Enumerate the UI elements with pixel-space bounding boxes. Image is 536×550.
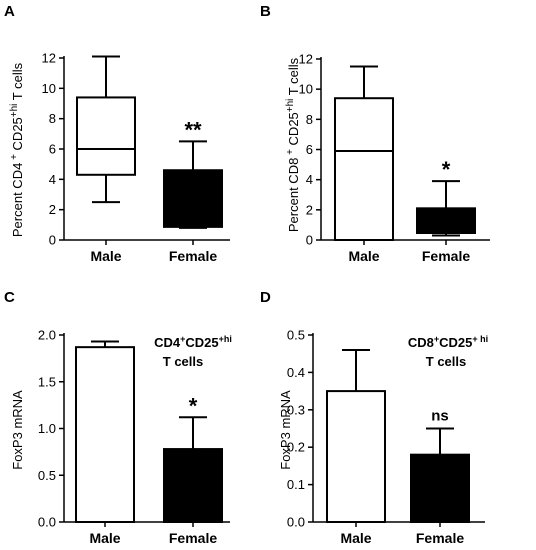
y-tick-label: 0.0 (287, 515, 305, 530)
panel-label: D (260, 289, 271, 306)
bar (410, 453, 470, 523)
y-tick-label: 8 (49, 111, 56, 126)
x-tick-label: Male (348, 248, 379, 264)
panel-d: D 0.0 0.1 0.2 0.3 0.4 0.5 Male Female FoxP3 mRNA C… (260, 289, 488, 546)
y-tick-label: 0.2 (287, 440, 305, 455)
y-tick-label: 12 (299, 52, 313, 67)
y-axis-label: FoxP3 mRNA (278, 390, 293, 470)
panel-b: B 0 2 4 6 8 10 12 Male Female Percent CD8 + CD25+h… (260, 3, 490, 264)
y-tick-label: 10 (42, 81, 56, 96)
x-tick-label: Female (422, 248, 470, 264)
y-tick-label: 4 (49, 172, 56, 187)
significance-marker: ns (431, 408, 449, 425)
y-tick-label: 0 (49, 233, 56, 248)
y-tick-label: 2 (306, 202, 313, 217)
y-axis-label: Percent CD4 + CD25+hi T cells (9, 62, 25, 237)
annotation-line2: T cells (426, 354, 466, 369)
bar (326, 390, 386, 523)
x-tick-label: Male (90, 248, 121, 264)
box-iqr (334, 97, 394, 242)
x-tick-label: Male (89, 530, 120, 546)
y-tick-label: 1.5 (38, 374, 56, 389)
bar (163, 448, 223, 524)
y-tick-label: 0.3 (287, 402, 305, 417)
box-female (163, 140, 223, 229)
y-tick-label: 2 (49, 202, 56, 217)
y-axis-label: Percent CD8 + CD25+hi T cells (285, 57, 301, 232)
x-tick-label: Female (169, 248, 217, 264)
y-tick-label: 6 (306, 142, 313, 157)
y-tick-label: 8 (306, 112, 313, 127)
box-male (334, 65, 394, 242)
x-tick-label: Female (169, 530, 217, 546)
y-tick-label: 6 (49, 142, 56, 157)
y-tick-label: 0 (306, 233, 313, 248)
y-tick-label: 10 (299, 82, 313, 97)
box-iqr (416, 207, 476, 234)
y-tick-label: 0.1 (287, 477, 305, 492)
significance-marker: * (442, 157, 451, 182)
y-tick-label: 1.0 (38, 421, 56, 436)
bar (75, 346, 135, 523)
y-tick-label: 4 (306, 172, 313, 187)
box-male (76, 55, 136, 204)
y-tick-label: 0.5 (287, 328, 305, 343)
panel-label: B (260, 3, 271, 20)
panel-a: A 0 2 4 6 8 10 12 Male Female Percent CD4 + CD25+h… (4, 3, 230, 264)
bar-male (75, 340, 135, 523)
panel-label: A (4, 3, 15, 20)
y-axis-label: FoxP3 mRNA (10, 390, 25, 470)
panel-label: C (4, 289, 15, 306)
bar-male (326, 348, 386, 523)
annotation-line1: CD4+CD25+hi (154, 334, 232, 350)
y-tick-label: 0.0 (38, 515, 56, 530)
bar-female (410, 427, 470, 523)
y-tick-label: 0.5 (38, 468, 56, 483)
annotation-line1: CD8+CD25+ hi (408, 334, 488, 350)
annotation-line2: T cells (163, 354, 203, 369)
significance-marker: ** (184, 117, 202, 142)
box-iqr (76, 96, 136, 176)
y-tick-label: 0.4 (287, 365, 305, 380)
x-tick-label: Female (416, 530, 464, 546)
x-tick-label: Male (340, 530, 371, 546)
significance-marker: * (189, 393, 198, 418)
y-tick-label: 2.0 (38, 328, 56, 343)
panel-c: C 0.0 0.5 1.0 1.5 2.0 Male Female FoxP3 mRNA CD4+… (4, 289, 232, 546)
box-iqr (163, 169, 223, 228)
bar-female (163, 416, 223, 524)
y-tick-label: 12 (42, 51, 56, 66)
box-female (416, 180, 476, 237)
